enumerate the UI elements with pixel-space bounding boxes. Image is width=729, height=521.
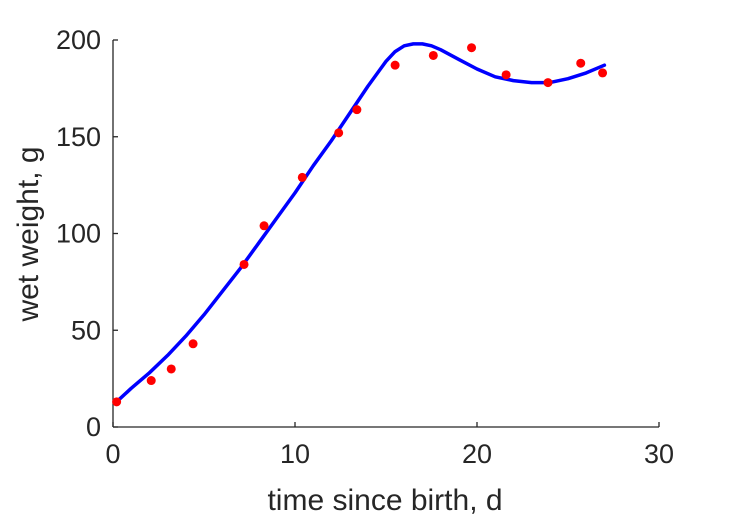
data-point [112, 397, 122, 407]
data-point [467, 43, 477, 53]
data-point [259, 221, 269, 231]
x-tick-label: 30 [644, 439, 674, 469]
data-point [428, 50, 438, 60]
x-tick-label: 10 [280, 439, 310, 469]
y-tick-label: 50 [71, 315, 101, 345]
y-tick-label: 150 [56, 122, 101, 152]
y-tick-label: 0 [86, 412, 101, 442]
y-tick-label: 100 [56, 219, 101, 249]
axes: 0 10 20 30 0 50 100 150 200 [56, 25, 674, 469]
y-axis-label: wet weight, g [12, 146, 45, 322]
plot-area [112, 42, 608, 407]
y-tick-label: 200 [56, 25, 101, 55]
data-point [390, 60, 400, 70]
data-point [334, 128, 344, 138]
fit-curve [114, 42, 607, 404]
data-point [576, 58, 586, 68]
data-point [146, 376, 156, 386]
data-point [501, 70, 511, 80]
data-point [188, 339, 198, 349]
data-point [239, 259, 249, 269]
data-point [598, 68, 608, 78]
data-point [543, 78, 553, 88]
data-point [352, 105, 362, 115]
x-tick-label: 20 [462, 439, 492, 469]
data-point [166, 364, 176, 374]
x-axis-label: time since birth, d [267, 484, 502, 517]
data-point [297, 172, 307, 182]
x-tick-label: 0 [105, 439, 120, 469]
